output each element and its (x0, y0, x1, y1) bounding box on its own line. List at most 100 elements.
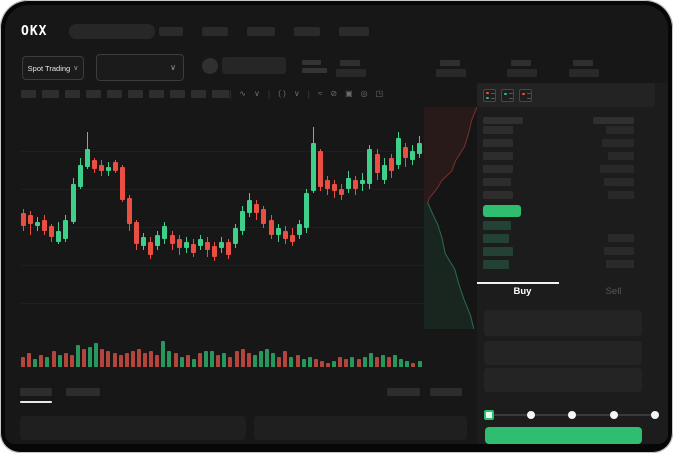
interval-chevron-icon[interactable]: ∨ (254, 89, 260, 98)
last-price-badge[interactable] (483, 205, 521, 217)
pair-name-placeholder (222, 57, 286, 74)
screenshot-camera-icon[interactable]: ▣ (345, 89, 353, 98)
slider-handle-active[interactable] (484, 410, 494, 420)
stat-label-placeholder (573, 60, 593, 66)
bid-price-bar[interactable] (483, 247, 513, 256)
timeframe-placeholder[interactable] (212, 90, 229, 98)
market-type-label: Spot Trading (27, 63, 71, 73)
candlestick (211, 241, 217, 262)
slider-step-dot[interactable] (568, 411, 576, 419)
candlestick (374, 149, 380, 180)
chevron-down-icon: ∨ (170, 63, 176, 72)
candlestick (367, 144, 373, 189)
bid-price-bar[interactable] (483, 234, 509, 243)
volume-bar (112, 353, 117, 367)
volume-bar (161, 341, 166, 367)
compare-icon[interactable]: ⊘ (330, 89, 338, 98)
candlestick (240, 206, 246, 235)
book-asks-view-icon[interactable] (519, 88, 532, 102)
ask-price-bar[interactable] (483, 178, 511, 186)
interval-candles-icon[interactable]: ∿ (239, 89, 247, 98)
timeframe-placeholder[interactable] (149, 90, 164, 98)
candlestick (353, 175, 359, 196)
order-amount-field[interactable] (484, 341, 642, 365)
volume-bar (94, 343, 99, 367)
candlestick (155, 230, 161, 251)
buy-tab-active-indicator (477, 282, 559, 284)
indicators-icon[interactable]: ≈ (318, 89, 323, 98)
timeframe-placeholder[interactable] (107, 90, 122, 98)
bottom-panel-left (20, 416, 246, 440)
order-total-field[interactable] (484, 368, 642, 392)
candlestick-chart[interactable] (21, 114, 424, 334)
timeframe-placeholder[interactable] (21, 90, 36, 98)
nav-item-placeholder[interactable] (294, 27, 320, 36)
book-combined-view-icon[interactable] (483, 88, 496, 102)
book-bids-view-icon[interactable] (501, 88, 514, 102)
slider-step-dot[interactable] (651, 411, 659, 419)
candlestick (190, 239, 196, 257)
ask-price-bar[interactable] (483, 126, 513, 134)
red-mark (522, 92, 525, 95)
bottom-tab-2[interactable] (66, 388, 100, 396)
fullscreen-icon[interactable]: ◳ (375, 89, 384, 98)
bid-price-bar[interactable] (483, 260, 509, 269)
volume-bar (234, 351, 239, 367)
slider-step-dot[interactable] (609, 411, 618, 419)
candle-body (49, 226, 55, 238)
volume-bar (130, 351, 135, 367)
volume-bar (368, 353, 373, 367)
search-input[interactable] (69, 24, 155, 39)
nav-item-placeholder[interactable] (247, 27, 275, 36)
candle-body (63, 219, 69, 240)
volume-bar (197, 353, 202, 367)
ask-price-bar[interactable] (483, 191, 513, 199)
ask-amount-bar (608, 152, 634, 160)
buy-submit-button[interactable] (485, 427, 642, 444)
candlestick (70, 177, 76, 224)
timeframe-placeholder[interactable] (65, 90, 80, 98)
ask-price-bar[interactable] (483, 165, 513, 173)
chart-settings-icon[interactable]: ◎ (360, 89, 368, 98)
candlestick (77, 158, 83, 189)
candle-body (353, 179, 359, 189)
bottom-right-control-1[interactable] (387, 388, 420, 396)
slider-step-dot[interactable] (526, 411, 535, 419)
stat-value-placeholder (436, 69, 466, 77)
volume-bar (289, 357, 294, 367)
candle-body (360, 179, 366, 185)
volume-bar (155, 355, 160, 367)
nav-item-placeholder[interactable] (159, 27, 183, 36)
timeframe-placeholder[interactable] (42, 90, 59, 98)
tab-buy[interactable]: Buy (513, 286, 532, 297)
order-book-price-header (483, 117, 523, 124)
bottom-right-control-2[interactable] (430, 388, 462, 396)
candle-body (77, 164, 83, 187)
bottom-tab-1[interactable] (20, 388, 52, 396)
pair-selector-dropdown[interactable]: ∨ (96, 54, 184, 81)
timeframe-placeholder[interactable] (170, 90, 185, 98)
bid-price-bar[interactable] (483, 221, 511, 230)
candlestick (247, 193, 253, 218)
ask-price-bar[interactable] (483, 139, 513, 147)
volume-bar (143, 353, 147, 367)
volume-bar (167, 351, 172, 367)
amount-percent-slider[interactable] (484, 410, 659, 420)
candle-body (120, 166, 125, 200)
timeframe-placeholder[interactable] (86, 90, 101, 98)
nav-item-placeholder[interactable] (339, 27, 369, 36)
chart-type-icon[interactable]: ( ) (278, 89, 286, 98)
tab-sell[interactable]: Sell (605, 286, 622, 297)
candle-body (275, 228, 281, 235)
stat-label-placeholder (511, 60, 531, 66)
market-type-selector[interactable]: Spot Trading ∨ (22, 56, 84, 80)
nav-item-placeholder[interactable] (202, 27, 228, 36)
volume-bar (380, 355, 385, 367)
timeframe-placeholder[interactable] (191, 90, 206, 98)
order-price-field[interactable] (484, 310, 642, 336)
chart-type-chevron-icon[interactable]: ∨ (293, 89, 300, 98)
candlestick (402, 142, 408, 167)
timeframe-placeholder[interactable] (128, 90, 143, 98)
ask-price-bar[interactable] (483, 152, 513, 160)
volume-bar (45, 357, 50, 367)
